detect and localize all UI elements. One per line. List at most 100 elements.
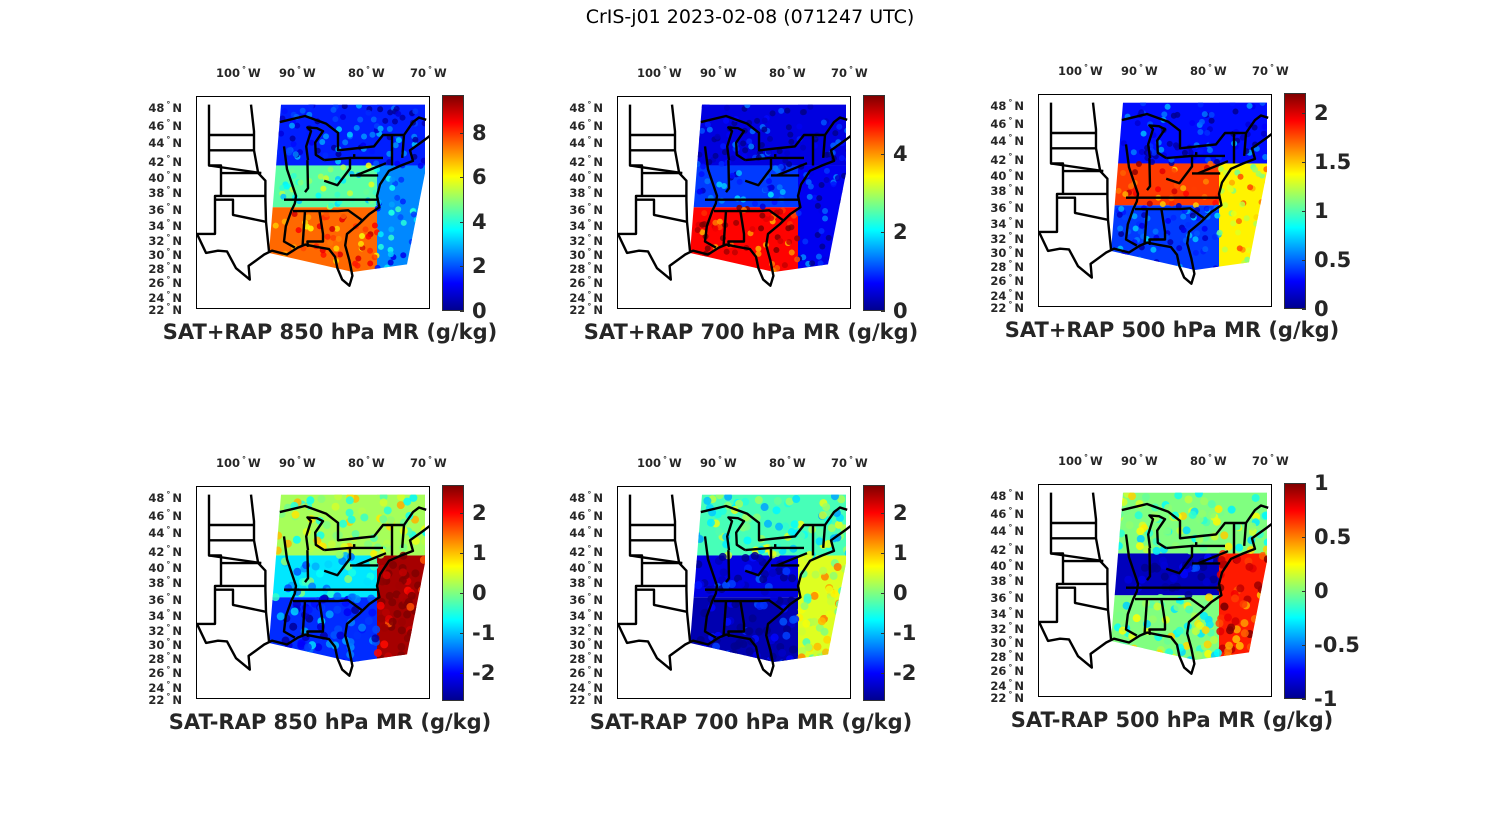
lat-tick-label: 26 ° N [990,273,1024,288]
lat-tick-label: 46 ° N [990,116,1024,131]
data-point [1223,273,1229,279]
data-point [1236,584,1245,593]
data-point [1250,273,1256,279]
data-point [1201,225,1208,232]
data-point [1204,661,1212,669]
panel-title: SAT-RAP 850 hPa MR (g/kg) [168,710,492,734]
data-point [1122,601,1131,610]
data-point [1258,199,1265,206]
state-boundary [215,588,267,613]
data-point [411,515,420,524]
data-point [1263,186,1267,193]
data-point [333,605,342,614]
data-point [768,215,775,222]
data-point [773,247,780,254]
data-point [369,148,376,155]
data-point [722,581,731,590]
lat-tick-label: 34 ° N [990,216,1024,231]
lat-tick-label: 38 ° N [148,185,182,200]
data-point [845,179,846,186]
data-point [744,104,751,109]
data-point [768,568,777,577]
data-point [712,225,719,232]
data-point [392,666,400,674]
lat-tick-label: 48 ° N [990,98,1024,113]
data-point [736,204,743,211]
data-point [397,651,406,660]
state-boundary [700,114,848,152]
colorbar-tick-label: 0.5 [1314,525,1352,549]
data-point [770,633,779,642]
data-point [1168,200,1175,207]
data-point [1259,621,1267,630]
colorbar-tick-mark [881,513,885,514]
lat-tick-label: 34 ° N [148,218,182,233]
data-point [788,249,795,256]
data-point [1198,509,1207,518]
state-boundary [1121,502,1269,540]
data-point [842,660,846,662]
data-point [1231,617,1240,626]
map-plot-area [617,96,851,309]
data-point [1180,227,1187,234]
data-point [724,494,733,501]
data-point [388,226,395,233]
state-boundary [618,494,644,626]
data-point [836,665,844,673]
data-point [781,262,788,269]
data-point [377,614,386,623]
data-point [1250,614,1259,623]
data-point [700,163,707,170]
data-point [340,213,347,220]
state-boundary [1091,102,1113,250]
state-boundary [1192,542,1198,548]
lat-tick-label: 24 ° N [569,680,603,695]
panel-title: SAT-RAP 700 hPa MR (g/kg) [589,710,913,734]
data-point [1180,570,1189,579]
data-point [395,137,402,144]
data-point [827,275,833,281]
lat-tick-label: 28 ° N [148,651,182,666]
data-point [290,140,297,147]
data-point [303,643,312,652]
state-boundary [700,504,848,542]
data-point [772,506,781,515]
data-point [1129,659,1138,660]
data-point [335,550,344,559]
data-point [300,660,309,662]
data-point [694,581,703,590]
data-point [371,634,380,643]
lat-tick-label: 46 ° N [569,118,603,133]
data-point [408,238,415,245]
lon-tick-label: 100 ° W [1058,63,1103,78]
lat-tick-label: 34 ° N [569,608,603,623]
data-point [419,555,425,564]
state-boundary [722,601,728,636]
data-point [1181,149,1188,156]
data-point [392,269,399,272]
data-point [1140,130,1147,137]
data-point [707,659,716,662]
data-point [1202,178,1209,185]
data-point [365,233,372,240]
data-point [797,531,806,540]
data-point [1196,621,1205,630]
data-point [1132,225,1139,232]
data-point [1160,572,1169,581]
data-point [755,250,762,257]
data-point [758,225,765,232]
lat-tick-label: 44 ° N [148,525,182,540]
data-point [815,253,822,260]
data-point [1116,211,1123,218]
data-point [698,275,704,281]
colorbar-tick-label: 0 [893,299,908,323]
data-point [698,127,705,134]
lat-tick-label: 44 ° N [990,133,1024,148]
data-point [694,560,703,569]
data-point [316,273,322,279]
state-boundary [304,126,325,162]
data-point [1125,521,1134,530]
data-point [804,643,813,652]
data-point [384,652,393,661]
data-point [727,580,736,589]
